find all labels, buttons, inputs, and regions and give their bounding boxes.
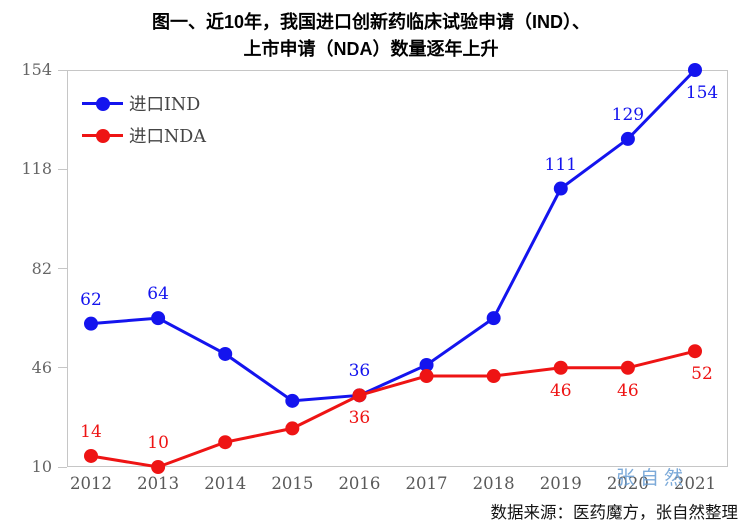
ind-data-point [688, 63, 702, 77]
chart-title-line1: 图一、近10年，我国进口创新药临床试验申请（IND）、 [151, 12, 591, 32]
nda-data-point [84, 448, 98, 463]
nda-series-line [90, 349, 696, 469]
nda-data-point [553, 360, 568, 375]
ind-line-swatch-icon [82, 96, 123, 111]
ind-data-point [285, 393, 300, 408]
nda-dot-icon [95, 128, 110, 143]
chart-title-line2: 上市申请（NDA）数量逐年上升 [243, 39, 499, 59]
ind-data-point [218, 346, 233, 361]
nda-data-point [688, 344, 702, 359]
ind-series-line [90, 68, 697, 403]
nda-data-point [218, 435, 233, 450]
nda-data-point [151, 460, 166, 474]
nda-data-point [620, 360, 635, 375]
ind-data-point [151, 311, 166, 326]
ind-data-point [84, 316, 98, 331]
ind-data-point [553, 181, 568, 196]
legend-label-nda: 进口NDA [129, 127, 206, 147]
ind-data-point [620, 131, 635, 146]
ind-dot-icon [95, 96, 110, 111]
legend-item-nda: 进口NDA [82, 124, 206, 147]
ind-data-point [419, 357, 434, 372]
nda-line-swatch-icon [82, 128, 123, 143]
chart-title: 图一、近10年，我国进口创新药临床试验申请（IND）、 上市申请（NDA）数量逐… [0, 9, 742, 63]
watermark: 张自然 [616, 467, 689, 489]
nda-data-point [486, 369, 501, 384]
plot-area-frame [67, 70, 728, 467]
nda-data-point [285, 421, 300, 436]
nda-data-point [352, 388, 367, 403]
ind-data-point [486, 311, 501, 326]
nda-data-point [419, 369, 434, 384]
legend-item-ind: 进口IND [82, 92, 206, 115]
chart-legend: 进口IND 进口NDA [82, 92, 206, 156]
legend-label-ind: 进口IND [129, 95, 201, 115]
data-source-note: 数据来源：医药魔方，张自然整理 [490, 503, 739, 522]
